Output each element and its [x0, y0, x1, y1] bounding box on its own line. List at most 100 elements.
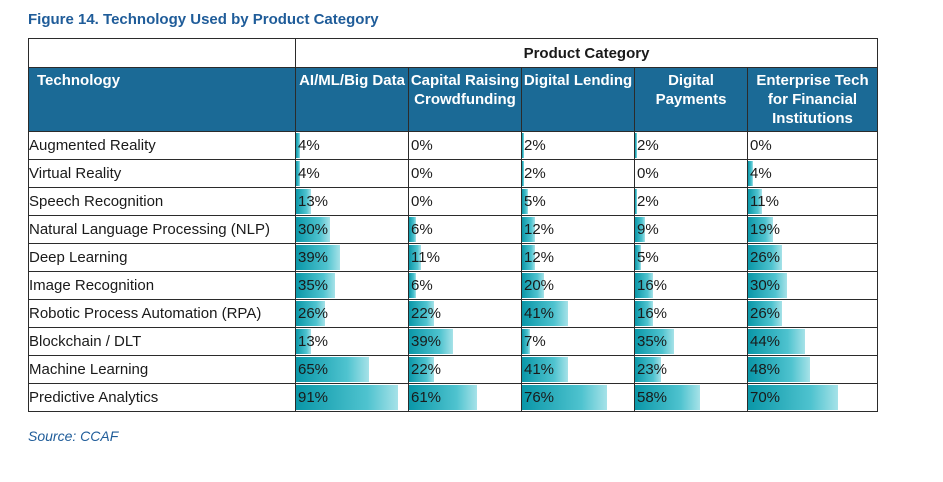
value-cell: 0% [634, 159, 748, 188]
value-cell: 39% [408, 327, 522, 356]
product-category-header: Product Category [295, 38, 878, 68]
value-label: 2% [637, 193, 659, 210]
value-label: 35% [298, 277, 329, 294]
table-row: Natural Language Processing (NLP) 30% 6% 12… [28, 215, 878, 244]
value-label: 48% [750, 361, 781, 378]
table-row: Machine Learning 65% 22% 41% 23% 48% [28, 355, 878, 384]
table-row: Speech Recognition 13% 0% 5% 2% 11% [28, 187, 878, 216]
value-cell: 30% [747, 271, 878, 300]
data-bar [409, 329, 453, 354]
value-label: 44% [750, 333, 781, 350]
data-bar [296, 273, 336, 298]
data-bar [748, 189, 763, 214]
value-label: 2% [637, 137, 659, 154]
blank-corner-cell [28, 38, 296, 68]
data-bar [522, 161, 525, 186]
data-bar [522, 189, 528, 214]
value-cell: 30% [295, 215, 409, 244]
data-bar [296, 357, 369, 382]
figure-title: Figure 14. Technology Used by Product Ca… [28, 11, 379, 28]
value-cell: 61% [408, 383, 522, 412]
value-cell: 5% [521, 187, 635, 216]
value-label: 13% [298, 333, 329, 350]
data-bar [748, 357, 810, 382]
value-label: 22% [411, 305, 442, 322]
data-bar [635, 385, 700, 410]
data-bar [296, 385, 398, 410]
technology-label: Robotic Process Automation (RPA) [28, 299, 296, 328]
technology-table: Product Category Technology AI/ML/Big Da… [28, 38, 878, 412]
value-cell: 16% [634, 299, 748, 328]
value-cell: 5% [634, 243, 748, 272]
data-bar [748, 329, 805, 354]
data-bar [296, 329, 311, 354]
column-header-row: Technology AI/ML/Big Data Capital Raisin… [28, 67, 878, 132]
technology-label: Image Recognition [28, 271, 296, 300]
value-cell: 13% [295, 187, 409, 216]
technology-label: Speech Recognition [28, 187, 296, 216]
data-bar [296, 161, 301, 186]
value-cell: 58% [634, 383, 748, 412]
value-label: 39% [411, 333, 442, 350]
value-label: 26% [750, 249, 781, 266]
value-label: 4% [298, 165, 320, 182]
data-bar [748, 245, 782, 270]
value-cell: 22% [408, 299, 522, 328]
value-label: 26% [298, 305, 329, 322]
value-label: 35% [637, 333, 668, 350]
column-header: Digital Lending [521, 67, 635, 132]
value-cell: 11% [408, 243, 522, 272]
value-cell: 2% [521, 159, 635, 188]
value-cell: 23% [634, 355, 748, 384]
data-bar [522, 245, 536, 270]
value-label: 16% [637, 305, 668, 322]
data-bar [296, 189, 311, 214]
data-bar [522, 385, 608, 410]
value-label: 0% [411, 137, 433, 154]
value-cell: 22% [408, 355, 522, 384]
value-cell: 41% [521, 299, 635, 328]
data-bar [296, 133, 301, 158]
value-label: 0% [411, 165, 433, 182]
value-label: 0% [637, 165, 659, 182]
data-bar [748, 217, 773, 242]
technology-label: Augmented Reality [28, 131, 296, 160]
data-bar [296, 245, 340, 270]
data-bar [296, 217, 330, 242]
value-cell: 2% [521, 131, 635, 160]
value-label: 0% [411, 193, 433, 210]
data-bar [522, 357, 568, 382]
value-label: 12% [524, 249, 555, 266]
data-bar [748, 385, 839, 410]
data-bar [409, 357, 434, 382]
value-cell: 26% [295, 299, 409, 328]
value-cell: 2% [634, 131, 748, 160]
technology-label: Machine Learning [28, 355, 296, 384]
data-bar [635, 133, 638, 158]
value-cell: 7% [521, 327, 635, 356]
value-cell: 70% [747, 383, 878, 412]
value-label: 20% [524, 277, 555, 294]
data-bar [748, 161, 754, 186]
value-label: 41% [524, 361, 555, 378]
value-label: 12% [524, 221, 555, 238]
value-label: 5% [524, 193, 546, 210]
value-label: 5% [637, 249, 659, 266]
value-label: 0% [750, 137, 772, 154]
value-cell: 2% [634, 187, 748, 216]
value-cell: 44% [747, 327, 878, 356]
value-label: 91% [298, 389, 329, 406]
data-bar [635, 273, 653, 298]
value-label: 16% [637, 277, 668, 294]
source-note: Source: CCAF [28, 428, 119, 444]
value-label: 23% [637, 361, 668, 378]
table-row: Virtual Reality 4% 0% 2% 0% 4% [28, 159, 878, 188]
data-bar [635, 301, 653, 326]
value-label: 11% [411, 249, 440, 266]
column-header: AI/ML/Big Data [295, 67, 409, 132]
value-cell: 12% [521, 215, 635, 244]
value-label: 7% [524, 333, 546, 350]
value-label: 6% [411, 221, 433, 238]
group-header-row: Product Category [28, 38, 878, 68]
value-label: 26% [750, 305, 781, 322]
